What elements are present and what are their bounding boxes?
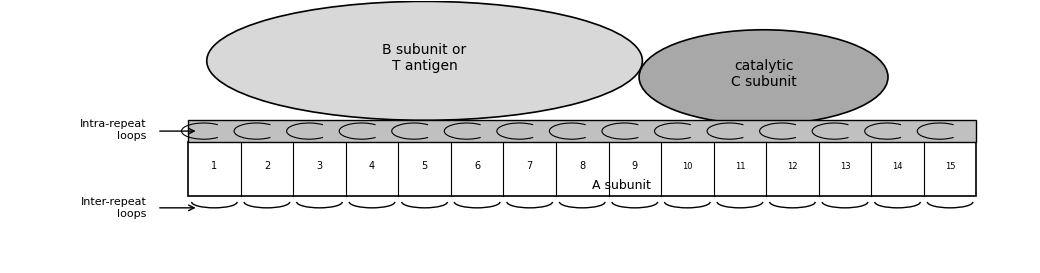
Text: catalytic
C subunit: catalytic C subunit (731, 59, 797, 90)
Text: 14: 14 (892, 162, 903, 171)
FancyBboxPatch shape (188, 142, 977, 196)
Text: 3: 3 (316, 161, 322, 171)
Ellipse shape (207, 1, 643, 120)
Text: 10: 10 (682, 162, 693, 171)
Text: 6: 6 (474, 161, 480, 171)
Text: 8: 8 (579, 161, 586, 171)
Text: A subunit: A subunit (592, 179, 651, 192)
Text: 5: 5 (421, 161, 427, 171)
Text: 13: 13 (839, 162, 851, 171)
Text: 15: 15 (945, 162, 956, 171)
Ellipse shape (639, 30, 888, 124)
Text: 1: 1 (211, 161, 217, 171)
Text: 12: 12 (787, 162, 798, 171)
Text: Inter-repeat
loops: Inter-repeat loops (81, 197, 147, 219)
Text: 2: 2 (264, 161, 270, 171)
Text: 11: 11 (734, 162, 745, 171)
Text: 9: 9 (631, 161, 638, 171)
Text: 7: 7 (526, 161, 532, 171)
Text: 4: 4 (369, 161, 375, 171)
Text: B subunit or
T antigen: B subunit or T antigen (383, 43, 467, 73)
FancyBboxPatch shape (188, 120, 977, 142)
Text: Intra-repeat
loops: Intra-repeat loops (80, 119, 147, 141)
